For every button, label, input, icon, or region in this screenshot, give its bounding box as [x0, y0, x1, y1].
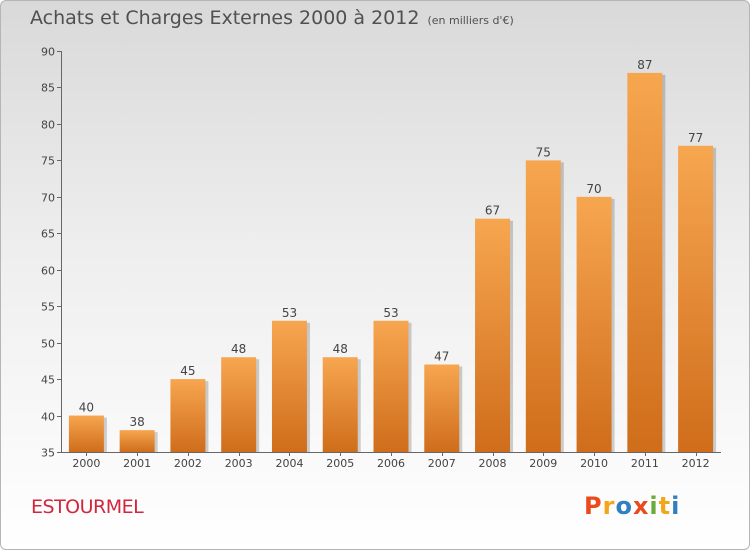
bar [373, 320, 409, 452]
commune-name: ESTOURMEL [31, 496, 144, 518]
data-label: 47 [434, 350, 449, 364]
data-label: 77 [688, 131, 703, 145]
data-label: 48 [231, 342, 246, 356]
data-label: 70 [586, 182, 601, 196]
data-label: 38 [130, 415, 145, 429]
x-tick-label: 2010 [580, 457, 608, 470]
bar [627, 72, 663, 452]
chart-axes: 35 40 45 50 55 60 65 70 75 80 85 90 2000 2001 2002 2003… [41, 46, 721, 470]
logo-letter: i [649, 492, 659, 520]
data-label: 53 [383, 306, 398, 320]
y-tick-label: 55 [41, 301, 55, 314]
logo-letter: P [584, 492, 603, 520]
logo-letter: o [615, 492, 633, 520]
bar [424, 364, 460, 452]
bar [68, 415, 104, 452]
x-tick-label: 2003 [225, 457, 253, 470]
y-tick-label: 45 [41, 374, 55, 387]
bar [221, 357, 257, 452]
bar [475, 218, 511, 452]
y-tick-label: 40 [41, 411, 55, 424]
bar [322, 357, 358, 452]
x-tick-label: 2000 [72, 457, 100, 470]
x-tick-label: 2008 [479, 457, 507, 470]
x-tick-label: 2001 [123, 457, 151, 470]
x-tick-label: 2004 [275, 457, 303, 470]
y-tick-label: 65 [41, 228, 55, 241]
x-tick-label: 2006 [377, 457, 405, 470]
x-tick-label: 2002 [174, 457, 202, 470]
data-label: 75 [536, 145, 551, 159]
logo-letter: x [632, 492, 650, 520]
chart-bars: 40 38 45 48 53 48 53 47 67 75 70 87 77 [68, 58, 717, 453]
data-label: 53 [282, 306, 297, 320]
bar [170, 379, 206, 452]
x-tick-label: 2009 [529, 457, 557, 470]
y-tick-label: 85 [41, 82, 55, 95]
x-tick-label: 2007 [428, 457, 456, 470]
y-tick-label: 50 [41, 338, 55, 351]
y-tick-label: 75 [41, 155, 55, 168]
y-tick-label: 80 [41, 119, 55, 132]
data-label: 45 [180, 364, 195, 378]
logo-letter: i [671, 492, 681, 520]
x-tick-label: 2011 [631, 457, 659, 470]
bar [678, 145, 714, 453]
bar [119, 430, 155, 452]
bar [525, 160, 561, 452]
x-tick-label: 2005 [326, 457, 354, 470]
data-label: 87 [637, 58, 652, 72]
bar [271, 320, 307, 452]
logo-letter: r [602, 492, 616, 520]
y-tick-label: 70 [41, 192, 55, 205]
x-tick-label: 2012 [682, 457, 710, 470]
data-label: 40 [79, 401, 94, 415]
y-tick-label: 60 [41, 265, 55, 278]
proxiti-logo: Proxiti [584, 492, 680, 520]
logo-letter: t [658, 492, 672, 520]
bar [576, 196, 612, 452]
y-tick-label: 90 [41, 46, 55, 59]
y-tick-label: 35 [41, 447, 55, 460]
chart-title: Achats et Charges Externes 2000 à 2012 [30, 7, 420, 29]
chart-subtitle: (en milliers d'€) [427, 14, 514, 27]
data-label: 67 [485, 204, 500, 218]
chart-title-block: Achats et Charges Externes 2000 à 2012 (e… [30, 7, 514, 29]
data-label: 48 [333, 342, 348, 356]
